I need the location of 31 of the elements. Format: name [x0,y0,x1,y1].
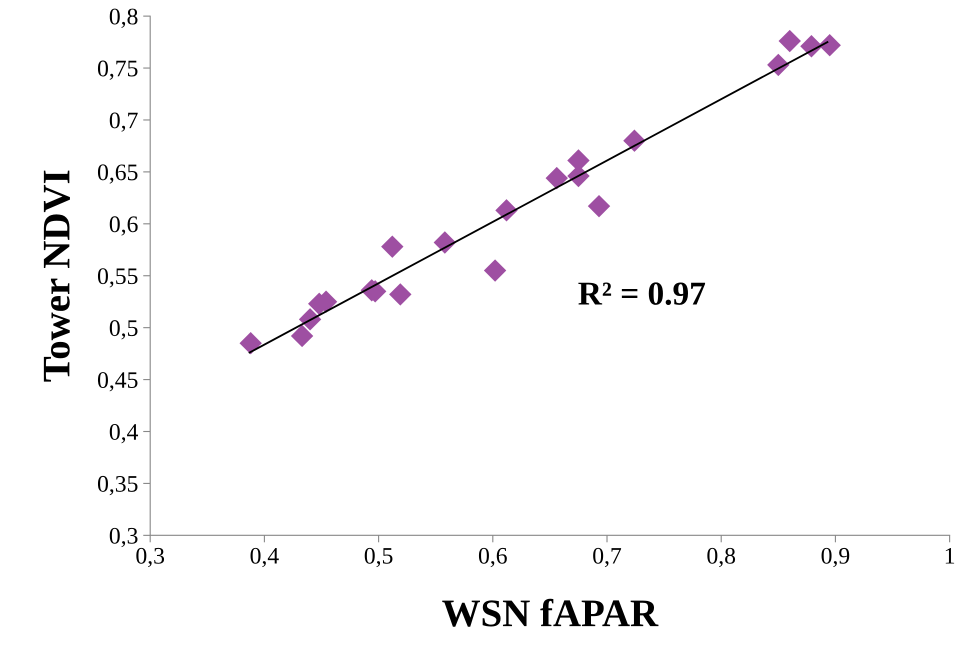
point [778,30,801,52]
point [290,324,314,348]
point [389,283,412,306]
x-tick-label: 0,9 [822,548,850,568]
point [239,332,262,354]
x-tick-label: 0,6 [478,548,507,568]
y-tick-label: 0,75 [98,60,138,80]
y-tick-label: 0,3 [110,528,138,548]
x-tick-label: 0,8 [707,548,736,568]
x-tick-label: 0,3 [136,548,164,568]
y-tick-label: 0,6 [110,216,138,236]
y-tick-label: 0,4 [110,424,138,444]
x-tick-label: 0,5 [364,548,392,568]
annotation: R² = 0.97 [578,282,706,305]
y-tick-label: 0,8 [110,8,138,28]
x-tick-label: 1 [946,548,954,564]
point [588,194,610,218]
y-tick-label: 0,65 [98,164,138,184]
x-axis-title: WSN fAPAR [442,598,658,627]
y-axis-title: Tower NDVI [44,170,70,382]
y-tick-label: 0,45 [98,372,138,392]
point [818,34,841,56]
y-tick-label: 0,35 [98,476,138,496]
y-tick-label: 0,7 [110,112,138,132]
point [381,235,404,258]
point [484,259,506,282]
x-tick-label: 0,4 [250,548,279,568]
point [546,166,568,190]
x-tick-label: 0,7 [593,548,622,568]
y-tick-label: 0,5 [110,320,138,340]
y-tick-label: 0,55 [98,268,138,288]
